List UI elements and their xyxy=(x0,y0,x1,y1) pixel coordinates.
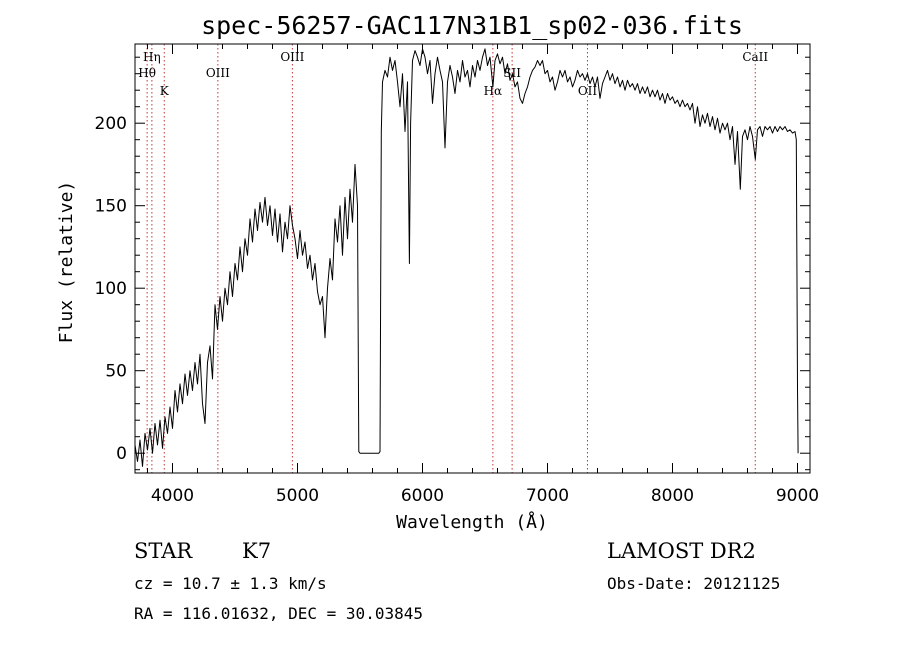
object-type: STAR xyxy=(134,539,193,563)
marker-label: CaII xyxy=(742,50,768,64)
y-axis-label: Flux (relative) xyxy=(56,181,77,344)
x-axis-label: Wavelength (Å) xyxy=(396,511,548,533)
x-tick-label: 9000 xyxy=(776,486,819,506)
marker-label: OIII xyxy=(206,66,230,80)
x-tick-label: 6000 xyxy=(401,486,444,506)
marker-label: Hη xyxy=(143,50,161,64)
spectrum-series xyxy=(134,48,799,467)
ra-dec-coordinates: RA = 116.01632, DEC = 30.03845 xyxy=(134,604,423,623)
y-tick-label: 0 xyxy=(116,444,127,464)
y-tick-label: 200 xyxy=(95,114,127,134)
plot-frame xyxy=(134,43,811,474)
marker-label: OII xyxy=(578,84,598,98)
y-tick-label: 50 xyxy=(105,362,127,382)
marker-label: Hα xyxy=(484,84,503,98)
marker-label: OIII xyxy=(280,50,304,64)
y-tick-label: 100 xyxy=(95,279,127,299)
marker-label: K xyxy=(160,84,170,98)
x-tick-label: 8000 xyxy=(651,486,694,506)
axis-ticks: 4000 5000 6000 7000 8000 9000 0 50 100 150 200 xyxy=(95,44,819,506)
spectrum-line xyxy=(134,48,799,467)
observation-date: Obs-Date: 20121125 xyxy=(607,574,780,593)
marker-label: Hθ xyxy=(138,66,156,80)
chart-title: spec-56257-GAC117N31B1_sp02-036.fits xyxy=(201,11,743,40)
y-tick-label: 150 xyxy=(95,197,127,217)
x-tick-label: 7000 xyxy=(526,486,569,506)
redshift-cz: cz = 10.7 ± 1.3 km/s xyxy=(134,574,327,593)
x-tick-label: 4000 xyxy=(151,486,194,506)
survey-name: LAMOST DR2 xyxy=(607,539,756,563)
x-tick-label: 5000 xyxy=(276,486,319,506)
marker-label: SII xyxy=(503,66,521,80)
spectral-subclass: K7 xyxy=(242,539,271,563)
